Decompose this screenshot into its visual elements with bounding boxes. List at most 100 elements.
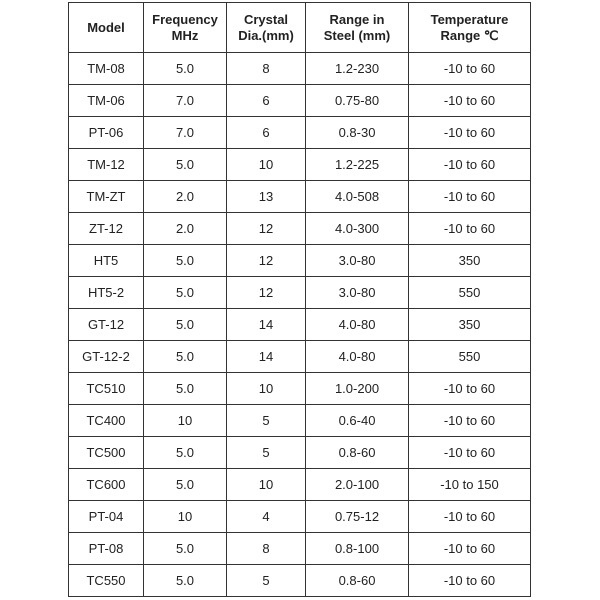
table-cell: 7.0 [143, 84, 227, 117]
table-cell: 550 [408, 340, 531, 373]
table-cell: 2.0 [143, 180, 227, 213]
table-cell: -10 to 60 [408, 116, 531, 149]
table-cell: 550 [408, 276, 531, 309]
table-cell: 350 [408, 308, 531, 341]
table-cell: 0.6-40 [305, 404, 409, 437]
table-cell: 5.0 [143, 276, 227, 309]
table-cell: 0.75-12 [305, 500, 409, 533]
table-row: HT5 5.0 12 3.0-80 350 [68, 244, 531, 277]
table-cell: 1.2-230 [305, 52, 409, 85]
column-header: Model [68, 2, 144, 53]
table-cell: 5 [226, 436, 306, 469]
table-cell: 1.0-200 [305, 372, 409, 405]
table-cell: 4.0-508 [305, 180, 409, 213]
table-row: TM-ZT 2.0 13 4.0-508 -10 to 60 [68, 180, 531, 213]
table-row: GT-12-2 5.0 14 4.0-80 550 [68, 340, 531, 373]
table-cell: -10 to 60 [408, 52, 531, 85]
table-cell: TM-08 [68, 52, 144, 85]
table-cell: TC510 [68, 372, 144, 405]
table-cell: 2.0-100 [305, 468, 409, 501]
table-cell: 1.2-225 [305, 148, 409, 181]
table-cell: 10 [226, 148, 306, 181]
table-cell: HT5-2 [68, 276, 144, 309]
table-cell: 5.0 [143, 532, 227, 565]
table-cell: 0.8-60 [305, 564, 409, 597]
table-cell: -10 to 60 [408, 180, 531, 213]
table-cell: 0.8-60 [305, 436, 409, 469]
table-cell: 5 [226, 404, 306, 437]
table-row: TM-08 5.0 8 1.2-230 -10 to 60 [68, 52, 531, 85]
table-row: TC400 10 5 0.6-40 -10 to 60 [68, 404, 531, 437]
table-cell: TM-ZT [68, 180, 144, 213]
table-row: GT-12 5.0 14 4.0-80 350 [68, 308, 531, 341]
table-cell: 4.0-300 [305, 212, 409, 245]
table-cell: -10 to 60 [408, 372, 531, 405]
table-cell: 12 [226, 212, 306, 245]
table-cell: 14 [226, 308, 306, 341]
table-cell: -10 to 60 [408, 532, 531, 565]
table-cell: 7.0 [143, 116, 227, 149]
column-header: Frequency MHz [143, 2, 227, 53]
table-cell: 10 [143, 404, 227, 437]
table-cell: 4 [226, 500, 306, 533]
table-cell: TC550 [68, 564, 144, 597]
table-cell: PT-08 [68, 532, 144, 565]
table-cell: TC400 [68, 404, 144, 437]
table-cell: TC500 [68, 436, 144, 469]
table-cell: -10 to 60 [408, 436, 531, 469]
table-cell: ZT-12 [68, 212, 144, 245]
table-cell: 0.75-80 [305, 84, 409, 117]
table-cell: PT-06 [68, 116, 144, 149]
table-cell: -10 to 60 [408, 148, 531, 181]
table-cell: 5.0 [143, 436, 227, 469]
table-cell: GT-12-2 [68, 340, 144, 373]
column-header: Range in Steel (mm) [305, 2, 409, 53]
table-cell: TM-12 [68, 148, 144, 181]
header-row: Model Frequency MHz Crystal Dia.(mm) Range … [68, 2, 531, 53]
table-row: TM-06 7.0 6 0.75-80 -10 to 60 [68, 84, 531, 117]
column-header: Temperature Range ℃ [408, 2, 531, 53]
table-cell: 3.0-80 [305, 276, 409, 309]
table-cell: -10 to 60 [408, 404, 531, 437]
table-cell: 5.0 [143, 564, 227, 597]
table-cell: 5.0 [143, 340, 227, 373]
table-cell: 2.0 [143, 212, 227, 245]
table-row: TC600 5.0 10 2.0-100 -10 to 150 [68, 468, 531, 501]
probe-spec-table: Model Frequency MHz Crystal Dia.(mm) Range … [68, 2, 531, 597]
table-cell: -10 to 60 [408, 500, 531, 533]
table-cell: 5.0 [143, 52, 227, 85]
column-header: Crystal Dia.(mm) [226, 2, 306, 53]
table-row: TM-12 5.0 10 1.2-225 -10 to 60 [68, 148, 531, 181]
table-cell: 13 [226, 180, 306, 213]
table-row: TC500 5.0 5 0.8-60 -10 to 60 [68, 436, 531, 469]
table-cell: PT-04 [68, 500, 144, 533]
table-row: PT-04 10 4 0.75-12 -10 to 60 [68, 500, 531, 533]
table-cell: -10 to 60 [408, 212, 531, 245]
table-cell: 10 [226, 468, 306, 501]
table-cell: 12 [226, 276, 306, 309]
table-cell: 5.0 [143, 308, 227, 341]
table-row: PT-08 5.0 8 0.8-100 -10 to 60 [68, 532, 531, 565]
table-cell: -10 to 150 [408, 468, 531, 501]
table-cell: -10 to 60 [408, 84, 531, 117]
table-cell: 8 [226, 52, 306, 85]
table-cell: 3.0-80 [305, 244, 409, 277]
table-cell: 350 [408, 244, 531, 277]
table-cell: 6 [226, 116, 306, 149]
table-cell: 0.8-100 [305, 532, 409, 565]
table-row: HT5-2 5.0 12 3.0-80 550 [68, 276, 531, 309]
table-cell: TM-06 [68, 84, 144, 117]
table-row: PT-06 7.0 6 0.8-30 -10 to 60 [68, 116, 531, 149]
table-row: TC510 5.0 10 1.0-200 -10 to 60 [68, 372, 531, 405]
table-cell: 5.0 [143, 148, 227, 181]
table-cell: TC600 [68, 468, 144, 501]
table-cell: 12 [226, 244, 306, 277]
table-cell: 0.8-30 [305, 116, 409, 149]
table-row: ZT-12 2.0 12 4.0-300 -10 to 60 [68, 212, 531, 245]
table-cell: 14 [226, 340, 306, 373]
table-cell: 8 [226, 532, 306, 565]
table-cell: 10 [226, 372, 306, 405]
table-cell: GT-12 [68, 308, 144, 341]
table-cell: 4.0-80 [305, 308, 409, 341]
table-cell: 6 [226, 84, 306, 117]
